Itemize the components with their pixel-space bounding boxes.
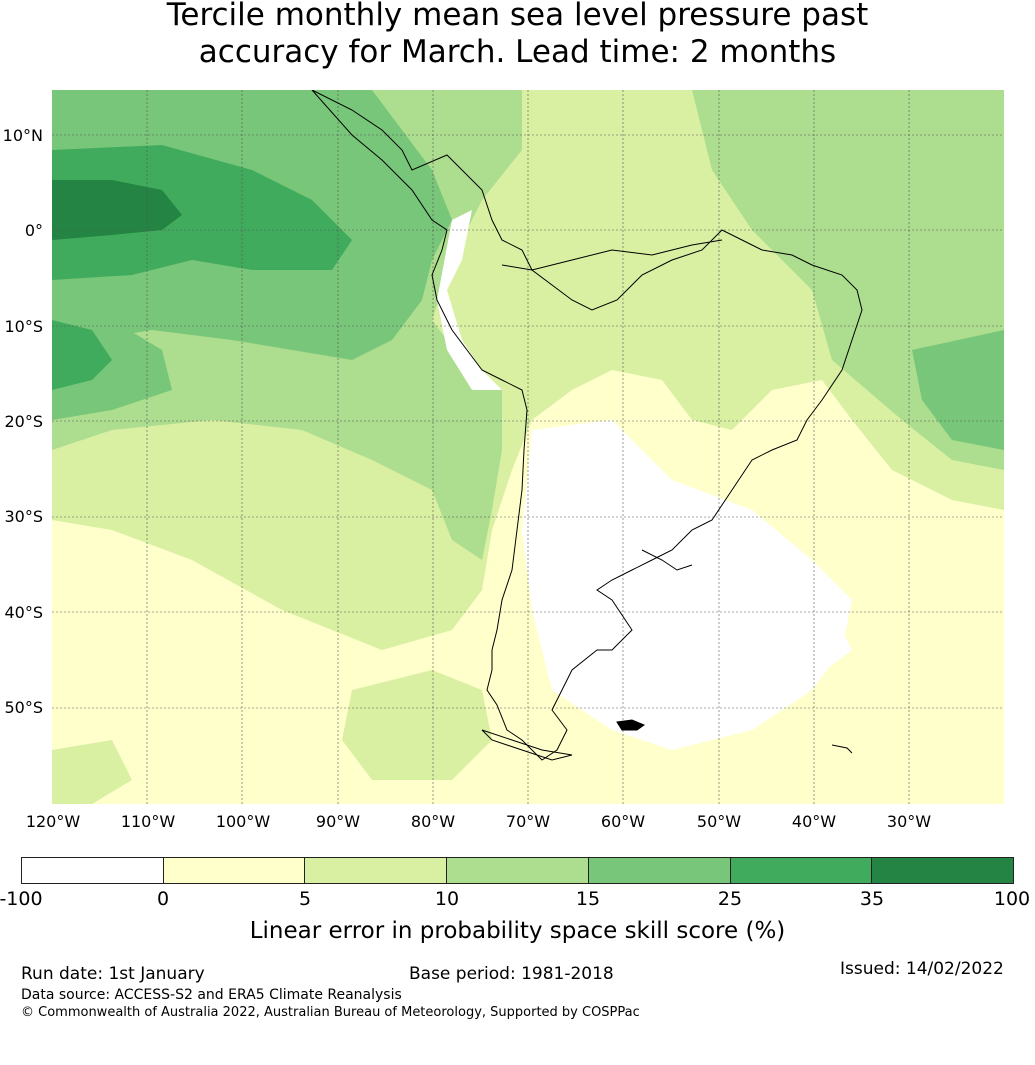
chart-title-line-1: Tercile monthly mean sea level pressure … bbox=[166, 0, 869, 33]
colorbar-bin-5-10 bbox=[305, 858, 448, 883]
lon-tick-100w: 100°W bbox=[215, 812, 271, 831]
skill-score-map bbox=[52, 90, 1004, 804]
region-25-35-west bbox=[52, 320, 112, 390]
colorbar-bin-25-35 bbox=[730, 858, 873, 883]
colorbar-tick-35: 35 bbox=[859, 888, 885, 910]
lon-tick-110w: 110°W bbox=[120, 812, 176, 831]
graticule bbox=[52, 90, 1004, 804]
lon-tick-70w: 70°W bbox=[505, 812, 551, 831]
lon-tick-90w: 90°W bbox=[315, 812, 361, 831]
lat-tick-30s: 30°S bbox=[4, 507, 43, 526]
coastline-south-america bbox=[311, 90, 863, 761]
region-negative-3 bbox=[752, 610, 852, 680]
lon-tick-120w: 120°W bbox=[25, 812, 81, 831]
lat-tick-20s: 20°S bbox=[4, 412, 43, 431]
issued-date: Issued: 14/02/2022 bbox=[840, 959, 1004, 979]
region-25-35 bbox=[52, 145, 352, 280]
base-period: Base period: 1981-2018 bbox=[409, 964, 614, 984]
chart-title-line-2: accuracy for March. Lead time: 2 months bbox=[198, 34, 837, 70]
colorbar-label: Linear error in probability space skill … bbox=[249, 918, 786, 944]
lat-tick-10s: 10°S bbox=[4, 317, 43, 336]
coastline-south-georgia bbox=[831, 744, 853, 754]
coastline-falklands bbox=[616, 719, 646, 731]
colorbar-bin-10-15 bbox=[447, 858, 589, 883]
colorbar bbox=[21, 857, 1014, 884]
colorbar-tick-neg100: -100 bbox=[0, 888, 43, 910]
lon-tick-60w: 60°W bbox=[600, 812, 646, 831]
run-date: Run date: 1st January bbox=[21, 964, 205, 984]
colorbar-tick-5: 5 bbox=[298, 888, 312, 910]
lon-tick-80w: 80°W bbox=[410, 812, 456, 831]
region-35-100 bbox=[52, 180, 182, 240]
rio-de-la-plata bbox=[641, 549, 693, 571]
colorbar-bin-0-5 bbox=[163, 858, 306, 883]
lon-tick-50w: 50°W bbox=[696, 812, 742, 831]
colorbar-tick-25: 25 bbox=[717, 888, 743, 910]
region-negative-1 bbox=[437, 210, 502, 390]
colorbar-bin-35-100 bbox=[872, 858, 1014, 883]
colorbar-tick-100: 100 bbox=[993, 888, 1031, 910]
lat-tick-50s: 50°S bbox=[4, 698, 43, 717]
copyright: © Commonwealth of Australia 2022, Austra… bbox=[21, 1005, 640, 1020]
colorbar-bin-neg100-0 bbox=[22, 858, 164, 883]
region-15-25-east bbox=[912, 330, 1004, 450]
lon-tick-30w: 30°W bbox=[886, 812, 932, 831]
lon-tick-40w: 40°W bbox=[791, 812, 837, 831]
region-5-10-south bbox=[52, 670, 492, 804]
colorbar-tick-10: 10 bbox=[434, 888, 460, 910]
colorbar-tick-0: 0 bbox=[156, 888, 170, 910]
colorbar-bin-15-25 bbox=[588, 858, 731, 883]
data-source: Data source: ACCESS-S2 and ERA5 Climate … bbox=[21, 987, 402, 1003]
amazon-river bbox=[501, 239, 723, 271]
lat-tick-0: 0° bbox=[24, 221, 43, 240]
colorbar-tick-15: 15 bbox=[575, 888, 601, 910]
coastline-tierra-del-fuego bbox=[481, 729, 573, 761]
lat-tick-40s: 40°S bbox=[4, 603, 43, 622]
lat-tick-10n: 10°N bbox=[2, 126, 43, 145]
map-svg bbox=[52, 90, 1004, 804]
